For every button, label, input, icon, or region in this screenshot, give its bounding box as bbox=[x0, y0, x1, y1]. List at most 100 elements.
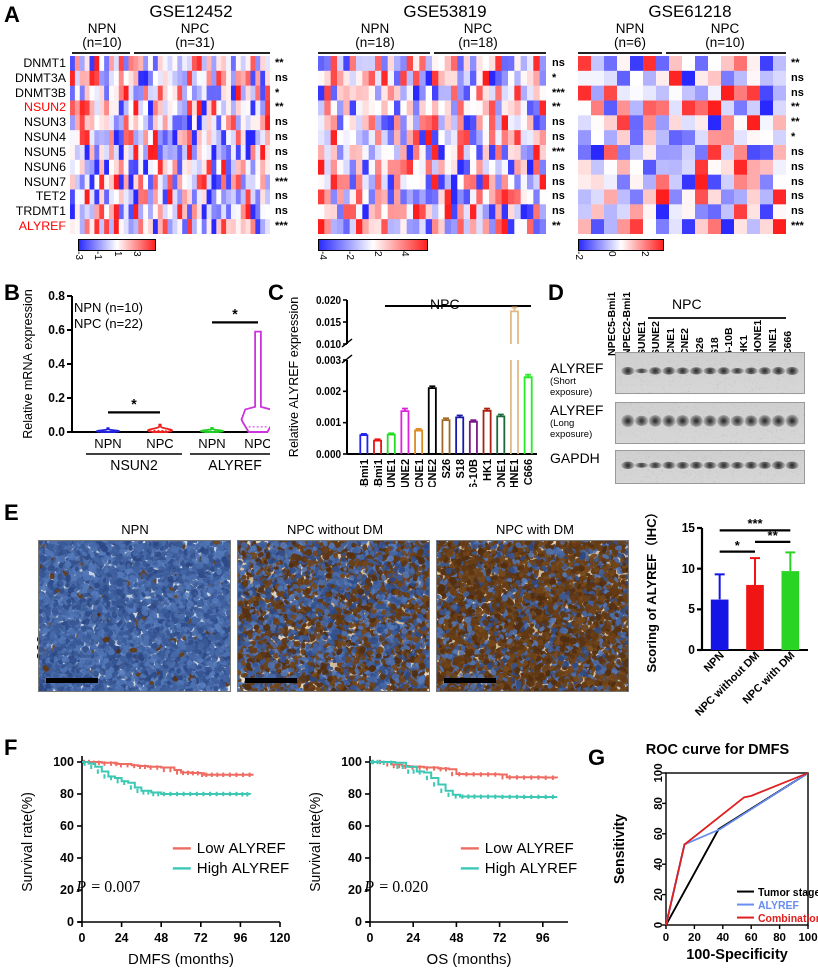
colorbar-gse12452 bbox=[78, 239, 156, 251]
colorbar-ticks-2: -4 -2 2 4 bbox=[317, 251, 428, 269]
npc-n-2: (n=18) bbox=[458, 35, 498, 51]
significance-mark: ns bbox=[275, 190, 288, 203]
gene-label-nsun5: NSUN5 bbox=[24, 144, 66, 159]
significance-mark: ** bbox=[791, 116, 800, 129]
blot-lane-label: NPEC5-Bmi1 bbox=[606, 291, 619, 356]
significance-mark: *** bbox=[552, 86, 565, 99]
group-rule-npc-1 bbox=[134, 52, 270, 54]
significance-mark: ns bbox=[275, 131, 288, 144]
panel-d-letter: D bbox=[548, 280, 564, 305]
significance-mark: ns bbox=[552, 56, 565, 69]
blot-label-0: ALYREF (Short exposure) bbox=[550, 360, 612, 398]
significance-mark: ns bbox=[791, 71, 804, 84]
group-label-npc-3: NPC (n=10) bbox=[690, 21, 760, 51]
group-rule-npn-1 bbox=[72, 52, 130, 54]
significance-mark: *** bbox=[552, 145, 565, 158]
significance-mark: ns bbox=[552, 190, 565, 203]
significance-mark: ** bbox=[791, 56, 800, 69]
panel-g-title: ROC curve for DMFS bbox=[645, 742, 790, 758]
group-label-npn-1: NPN (n=10) bbox=[72, 21, 132, 51]
survival-curve-dmfs bbox=[12, 740, 292, 977]
colorbar-tick: 1 bbox=[112, 251, 124, 257]
ihc-label-npc-without-dm: NPC without DM bbox=[286, 522, 384, 537]
colorbar-tick: -3 bbox=[73, 251, 85, 260]
gene-label-nsun3: NSUN3 bbox=[24, 115, 66, 130]
group-rule-npc-3 bbox=[666, 52, 786, 54]
blot-lane-label: SUNE2 bbox=[650, 320, 663, 356]
panel-d-group-rule bbox=[648, 317, 786, 319]
blot-sub-1: (Long exposure) bbox=[550, 418, 593, 440]
significance-mark: ns bbox=[791, 160, 804, 173]
significance-mark: ns bbox=[275, 71, 288, 84]
npc-text-1: NPC bbox=[180, 21, 210, 36]
gene-label-dnmt3a: DNMT3A bbox=[15, 70, 66, 85]
ihc-image-npc-without-dm bbox=[237, 540, 430, 692]
panel-d-group-header: NPC bbox=[672, 296, 702, 312]
gene-label-trdmt1: TRDMT1 bbox=[15, 204, 66, 219]
significance-mark: ** bbox=[552, 220, 561, 233]
significance-mark: ns bbox=[791, 175, 804, 188]
panel-c-letter: C bbox=[268, 280, 284, 305]
colorbar-ticks-3: -2 0 2 bbox=[573, 251, 664, 269]
panel-b-letter: B bbox=[4, 280, 20, 305]
npc-n-3: (n=10) bbox=[705, 35, 745, 51]
blot-name-1: ALYREF bbox=[550, 402, 604, 418]
significance-mark: *** bbox=[791, 220, 804, 233]
group-rule-npn-3 bbox=[578, 52, 662, 54]
survival-curve-os bbox=[300, 740, 580, 977]
colorbar-tick: -2 bbox=[573, 251, 585, 260]
blot-label-1: ALYREF (Long exposure) bbox=[550, 402, 612, 440]
blot-lane-label: NPEC2-Bmi1 bbox=[620, 291, 633, 356]
blot-name-0: ALYREF bbox=[550, 360, 604, 376]
significance-mark: ** bbox=[791, 101, 800, 114]
group-label-npc-2: NPC (n=18) bbox=[443, 21, 513, 51]
significance-mark: ns bbox=[552, 116, 565, 129]
colorbar-tick: 3 bbox=[130, 251, 142, 257]
significance-mark: ns bbox=[275, 160, 288, 173]
colorbar-tick: 2 bbox=[372, 251, 384, 257]
ihc-image-npn bbox=[38, 540, 231, 692]
group-rule-npn-2 bbox=[318, 52, 430, 54]
npc-text-2: NPC bbox=[463, 21, 493, 36]
gene-label-nsun7: NSUN7 bbox=[24, 174, 66, 189]
significance-mark: ns bbox=[552, 205, 565, 218]
panel-b-annotations: NPN (n=10) NPC (n=22) bbox=[74, 300, 143, 333]
npc-text-3: NPC bbox=[710, 21, 740, 36]
blot-name-2: GAPDH bbox=[550, 450, 600, 466]
group-label-npn-3: NPN (n=6) bbox=[600, 21, 660, 51]
panel-e-letter: E bbox=[4, 500, 19, 525]
significance-mark: ns bbox=[275, 205, 288, 218]
npn-text-1: NPN bbox=[87, 21, 117, 36]
bar-chart-panel-c bbox=[285, 282, 545, 487]
group-label-npc-1: NPC (n=31) bbox=[145, 21, 245, 50]
significance-mark: ns bbox=[275, 145, 288, 158]
significance-mark: ns bbox=[552, 131, 565, 144]
western-blot-images bbox=[615, 352, 805, 484]
violin-plot-panel-b bbox=[20, 282, 270, 487]
significance-mark: ns bbox=[791, 205, 804, 218]
blot-label-2: GAPDH bbox=[550, 450, 612, 466]
significance-mark: ns bbox=[791, 145, 804, 158]
colorbar-gse61218 bbox=[578, 239, 664, 251]
panel-a-letter: A bbox=[4, 2, 20, 27]
significance-mark: * bbox=[791, 131, 796, 144]
gene-label-alyref: ALYREF bbox=[18, 219, 66, 234]
heatmap-gse12452 bbox=[70, 56, 270, 234]
panel-c-group-header: NPC bbox=[430, 296, 460, 312]
panel-g-letter: G bbox=[588, 745, 606, 770]
blot-lane-label: SUNE1 bbox=[635, 320, 648, 356]
npn-n-2: (n=18) bbox=[355, 35, 395, 51]
npn-n-1: (n=10) bbox=[82, 35, 122, 51]
significance-mark: ns bbox=[275, 116, 288, 129]
heatmap-title-gse12452: GSE12452 bbox=[149, 2, 233, 21]
group-rule-npc-2 bbox=[434, 52, 546, 54]
significance-mark: ns bbox=[552, 175, 565, 188]
bar-chart-panel-e bbox=[640, 500, 818, 725]
heatmap-title-gse53819: GSE53819 bbox=[403, 2, 487, 21]
heatmap-title-gse61218: GSE61218 bbox=[648, 2, 732, 21]
significance-mark: ns bbox=[791, 86, 804, 99]
annotation-npc: NPC (n=22) bbox=[74, 316, 143, 332]
significance-mark: ns bbox=[552, 160, 565, 173]
gene-label-nsun2: NSUN2 bbox=[24, 100, 66, 115]
npn-n-3: (n=6) bbox=[614, 35, 646, 51]
